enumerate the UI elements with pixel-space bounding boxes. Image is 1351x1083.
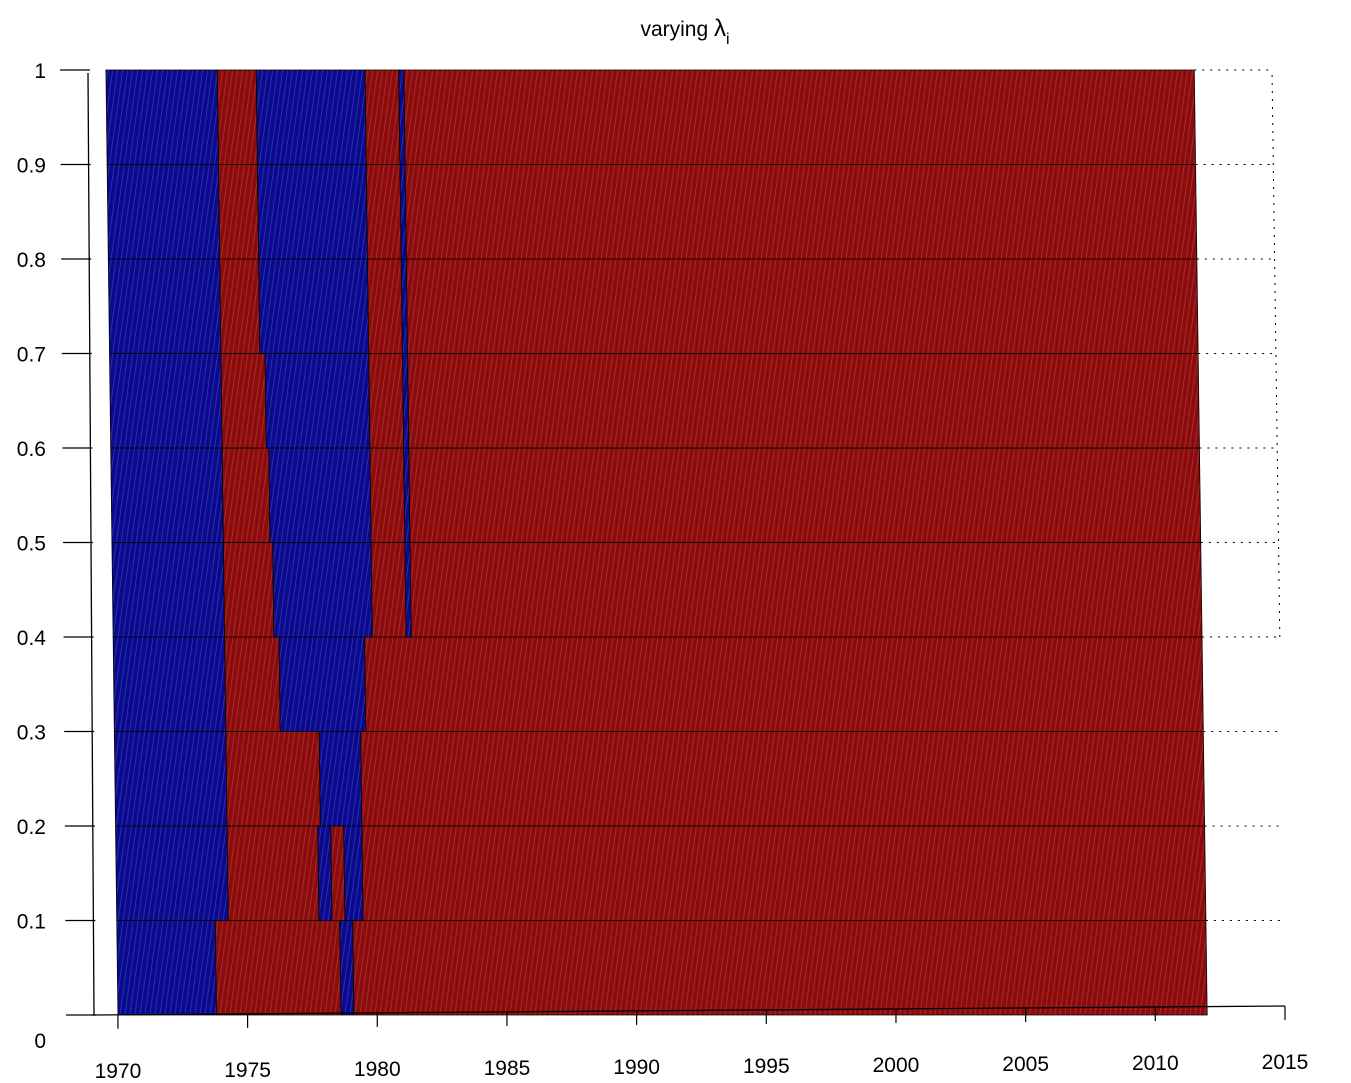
- x-axis-ticks: 1970 1975 1980 1985 1990 1995 2000 2005 2010 2015: [95, 1006, 1309, 1083]
- x-tick-label: 1975: [224, 1059, 271, 1082]
- x-tick-label: 1980: [354, 1058, 401, 1081]
- cell-blue-row2-seg0: [113, 731, 228, 827]
- cell-blue-row9-seg2: [255, 69, 367, 165]
- y-tick-label: 0.2: [17, 816, 46, 839]
- cell-blue-row1-seg4: [343, 825, 364, 921]
- cell-red-row9-seg5: [403, 69, 1196, 165]
- cell-blue-row3-seg2: [278, 636, 367, 732]
- cell-red-row6-seg1: [220, 353, 267, 449]
- x-tick-label: 2010: [1132, 1052, 1179, 1075]
- cell-red-row9-seg1: [216, 69, 258, 165]
- cell-red-row7-seg3: [367, 258, 403, 354]
- cell-blue-row7-seg0: [107, 258, 222, 354]
- grid-lines: [1194, 69, 1284, 921]
- cell-blue-row1-seg2: [317, 825, 333, 921]
- cell-red-row6-seg3: [368, 353, 405, 449]
- x-tick-label: 2000: [873, 1054, 920, 1077]
- cell-blue-row3-seg0: [112, 636, 227, 732]
- cell-red-row3-seg3: [364, 636, 1204, 732]
- cell-red-row5-seg5: [408, 447, 1202, 543]
- cell-red-row4-seg5: [409, 542, 1203, 638]
- cell-red-row5-seg3: [369, 447, 406, 543]
- x-tick-label: 1970: [95, 1060, 142, 1083]
- cell-blue-row9-seg0: [105, 69, 219, 165]
- chart-title-symbol: λ: [714, 15, 726, 42]
- cell-red-row7-seg5: [405, 258, 1199, 354]
- cell-red-row1-seg3: [330, 825, 346, 921]
- cell-blue-row5-seg0: [110, 447, 224, 543]
- y-tick-label: 0.6: [17, 438, 46, 461]
- y-axis-ticks: 0 0.1 0.2 0.3 0.4 0.5 0.6 0.7 0.8 0.9 1: [17, 60, 96, 1053]
- axes: [87, 72, 1286, 1016]
- cell-red-row3-seg1: [224, 636, 281, 732]
- cell-red-row4-seg1: [222, 542, 275, 638]
- cell-blue-row2-seg2: [318, 731, 363, 827]
- cell-blue-row8-seg2: [257, 164, 368, 260]
- cell-red-row7-seg1: [219, 258, 261, 354]
- cell-blue-row4-seg0: [111, 542, 226, 638]
- cell-red-row8-seg1: [218, 164, 260, 260]
- chart-title: varying λi: [640, 15, 729, 48]
- cell-red-row0-seg1: [214, 920, 342, 1016]
- x-axis-line: [91, 1005, 1286, 1016]
- cell-red-row8-seg3: [365, 164, 402, 260]
- cell-blue-row7-seg2: [258, 258, 370, 354]
- cell-blue-row4-seg2: [272, 542, 373, 638]
- cell-red-row5-seg1: [221, 447, 271, 543]
- cell-red-row1-seg5: [361, 825, 1207, 921]
- y-tick-label: 1: [34, 60, 46, 83]
- cell-blue-row6-seg2: [264, 353, 371, 449]
- grid-right-edge: [1271, 69, 1281, 638]
- x-tick-label: 1990: [613, 1056, 660, 1079]
- y-tick-label: 0.8: [17, 249, 46, 272]
- cell-blue-row0-seg2: [339, 920, 355, 1016]
- chart-title-text: varying: [640, 18, 714, 41]
- cell-red-row2-seg3: [360, 731, 1206, 827]
- y-tick-label: 0.5: [17, 533, 46, 556]
- cell-red-row8-seg5: [404, 164, 1198, 260]
- cell-blue-row1-seg0: [115, 825, 229, 921]
- cell-red-row9-seg3: [364, 69, 401, 165]
- cell-blue-row8-seg0: [106, 164, 221, 260]
- x-tick-label: 1985: [484, 1057, 531, 1080]
- plot-cells: [105, 69, 1208, 1016]
- y-tick-label: 0.3: [17, 722, 46, 745]
- y-tick-label: 0: [34, 1030, 46, 1053]
- y-tick-label: 0.9: [17, 155, 46, 178]
- chart-title-subscript: i: [726, 31, 730, 48]
- x-tick-label: 2015: [1262, 1051, 1309, 1074]
- cell-blue-row5-seg2: [268, 447, 372, 543]
- cell-red-row2-seg1: [225, 731, 321, 827]
- y-tick-label: 0.1: [17, 911, 46, 934]
- x-tick-label: 2005: [1002, 1053, 1049, 1076]
- cell-red-row1-seg1: [226, 825, 320, 921]
- y-axis-line: [87, 72, 95, 1016]
- cell-red-row0-seg3: [352, 920, 1208, 1016]
- y-tick-label: 0.7: [17, 344, 46, 367]
- cell-red-row4-seg3: [370, 542, 407, 638]
- cell-blue-row6-seg0: [109, 353, 223, 449]
- cell-red-row6-seg5: [407, 353, 1200, 449]
- x-tick-label: 1995: [743, 1055, 790, 1078]
- cell-blue-row0-seg0: [116, 920, 217, 1016]
- y-tick-label: 0.4: [17, 627, 47, 650]
